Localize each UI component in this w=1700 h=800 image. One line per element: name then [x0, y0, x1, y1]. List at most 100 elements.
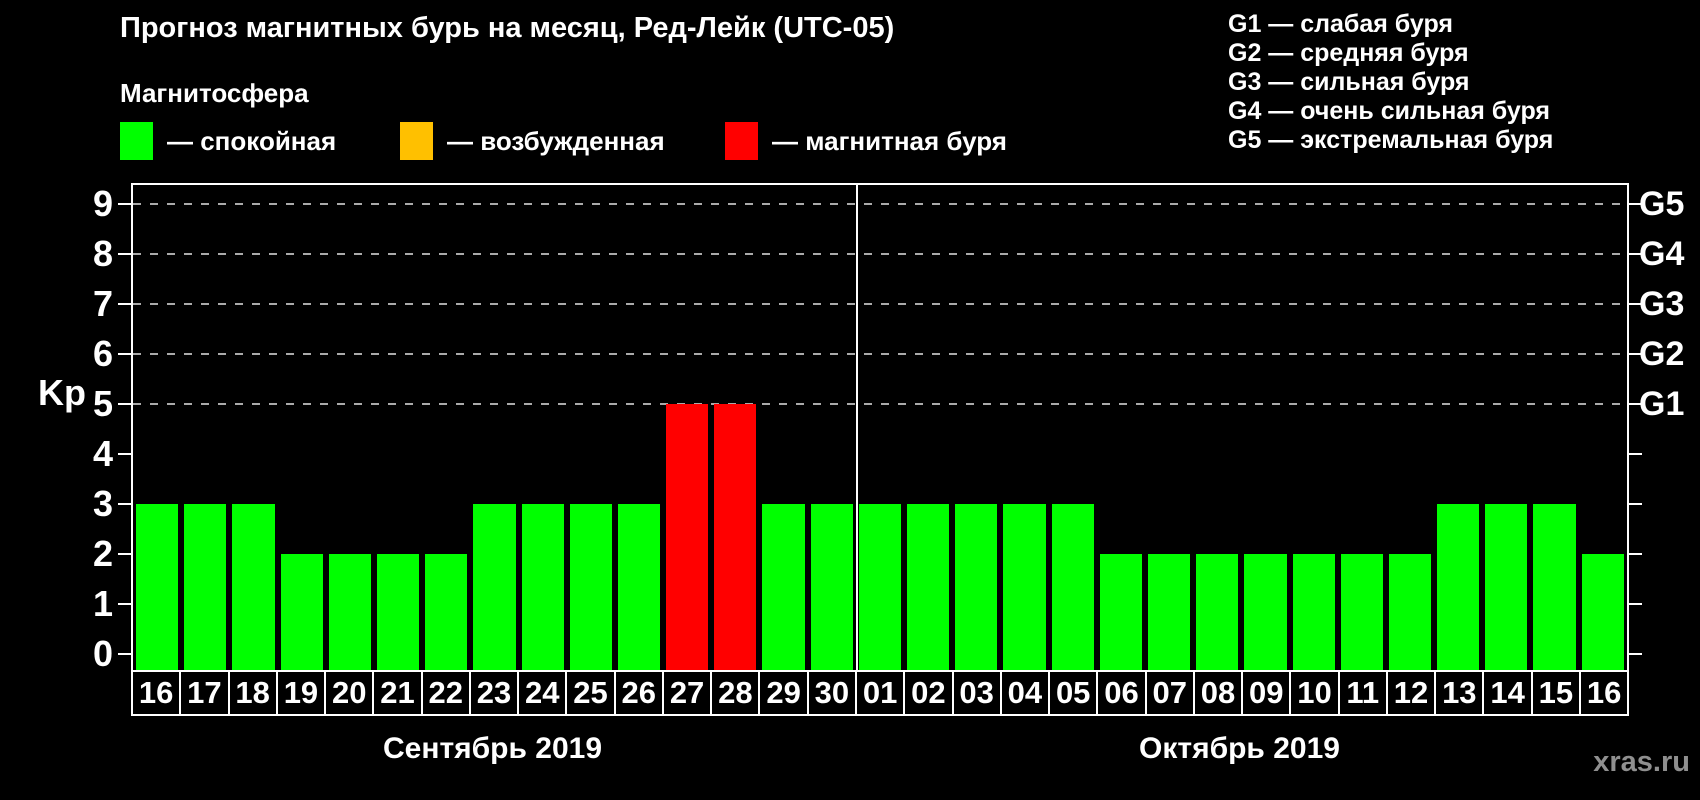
left-tick-kp-0 — [118, 653, 131, 655]
kp-bar-month2-day-12 — [1388, 554, 1432, 670]
date-label-month1-day-20: 20 — [324, 670, 375, 716]
date-label-month1-day-18: 18 — [227, 670, 278, 716]
right-tick-kp-1 — [1629, 603, 1642, 605]
kp-bar-month1-day-21 — [376, 554, 420, 670]
right-tick-kp-6 — [1629, 353, 1642, 355]
bar-slot — [374, 185, 422, 670]
legend-swatch-excited — [400, 122, 433, 160]
bar-slot — [567, 185, 615, 670]
kp-bar-month1-day-30 — [810, 504, 853, 670]
left-tick-kp-7 — [118, 303, 131, 305]
month-divider-line — [855, 185, 858, 670]
kp-bar-month2-day-16 — [1581, 554, 1624, 670]
kp-bar-month1-day-24 — [521, 504, 564, 670]
date-label-month2-day-11: 11 — [1337, 670, 1388, 716]
right-tick-kp-8 — [1629, 253, 1642, 255]
kp-bar-month1-day-27 — [666, 404, 709, 670]
bar-slot — [615, 185, 663, 670]
kp-bar-month2-day-15 — [1533, 504, 1576, 670]
legend-swatch-storm — [725, 122, 758, 160]
gridline-kp-6 — [133, 353, 1627, 355]
legend-heading: Магнитосфера — [120, 78, 309, 108]
bar-slot — [663, 185, 711, 670]
bars-container — [133, 185, 1627, 670]
date-label-month1-day-28: 28 — [710, 670, 761, 716]
y-tick-label-8: 8 — [92, 233, 113, 274]
date-label-month2-day-01: 01 — [854, 670, 906, 716]
kp-bar-month1-day-17 — [184, 504, 227, 670]
right-axis-label-g4: G4 — [1639, 235, 1685, 273]
bar-slot — [1386, 185, 1434, 670]
date-label-month2-day-14: 14 — [1482, 670, 1533, 716]
kp-bar-month2-day-06 — [1099, 554, 1142, 670]
bar-slot — [470, 185, 518, 670]
date-axis: 16 17 18 19 20 21 22 23 24 25 26 27 28 29 30 01 02 03 04 05… — [131, 670, 1630, 716]
date-label-month2-day-04: 04 — [999, 670, 1051, 716]
bar-slot — [1049, 185, 1097, 670]
watermark: xras.ru — [1593, 746, 1690, 778]
bar-slot — [326, 185, 374, 670]
month-label-september: Сентябрь 2019 — [382, 732, 603, 765]
y-tick-label-9: 9 — [92, 183, 113, 224]
bar-slot — [856, 185, 904, 670]
kp-bar-month2-day-03 — [955, 504, 998, 670]
date-label-month2-day-02: 02 — [903, 670, 954, 716]
gridline-kp-8 — [133, 253, 1627, 255]
kp-bar-month2-day-02 — [907, 504, 950, 670]
storm-scale-item-g3: G3 — сильная буря — [1228, 68, 1470, 96]
left-tick-kp-8 — [118, 253, 131, 255]
date-label-month2-day-13: 13 — [1434, 670, 1485, 716]
date-label-month1-day-19: 19 — [275, 670, 327, 716]
bar-slot — [1145, 185, 1193, 670]
bar-slot — [1241, 185, 1289, 670]
right-tick-kp-4 — [1629, 453, 1642, 455]
kp-bar-month2-day-13 — [1437, 504, 1480, 670]
bar-slot — [133, 185, 181, 670]
legend-item-storm: — магнитная буря — [725, 122, 1007, 160]
date-label-month2-day-12: 12 — [1385, 670, 1437, 716]
right-axis-label-g2: G2 — [1639, 335, 1685, 373]
storm-scale-item-g4: G4 — очень сильная буря — [1228, 97, 1550, 125]
date-label-month2-day-10: 10 — [1289, 670, 1340, 716]
right-tick-kp-2 — [1629, 553, 1642, 555]
date-label-month1-day-16: 16 — [131, 670, 182, 716]
date-label-month1-day-25: 25 — [565, 670, 616, 716]
bar-slot — [1579, 185, 1627, 670]
month-label-october: Октябрь 2019 — [1139, 732, 1340, 765]
date-label-month2-day-09: 09 — [1241, 670, 1292, 716]
legend-label-storm: — магнитная буря — [772, 125, 1007, 156]
plot-area: 0 1 2 3 4 5 6 7 8 9 G1 G2 G3 G4 G5 — [93, 183, 1684, 672]
left-tick-kp-5 — [118, 403, 131, 405]
gridline-kp-5 — [133, 403, 1627, 405]
y-tick-label-5: 5 — [92, 383, 113, 424]
kp-bar-month1-day-25 — [569, 504, 612, 670]
storm-scale-item-g1: G1 — слабая буря — [1228, 10, 1454, 38]
date-label-month1-day-22: 22 — [420, 670, 471, 716]
kp-bar-month1-day-18 — [232, 504, 275, 670]
kp-bar-month1-day-26 — [617, 504, 661, 670]
date-label-month1-day-21: 21 — [372, 670, 423, 716]
kp-bar-month1-day-22 — [425, 554, 468, 670]
date-label-month2-day-15: 15 — [1530, 670, 1581, 716]
legend-item-quiet: — спокойная — [120, 122, 336, 160]
date-label-month1-day-30: 30 — [806, 670, 857, 716]
date-label-month2-day-03: 03 — [951, 670, 1002, 716]
bar-slot — [759, 185, 807, 670]
bar-slot — [1338, 185, 1386, 670]
bar-slot — [422, 185, 470, 670]
bar-slot — [278, 185, 326, 670]
left-tick-kp-9 — [118, 203, 131, 205]
right-tick-kp-3 — [1629, 503, 1642, 505]
date-label-month1-day-23: 23 — [468, 670, 520, 716]
storm-scale-item-g2: G2 — средняя буря — [1228, 39, 1469, 67]
kp-bar-month1-day-29 — [762, 504, 805, 670]
bar-slot — [711, 185, 759, 670]
right-tick-kp-0 — [1629, 653, 1642, 655]
date-label-month1-day-24: 24 — [517, 670, 568, 716]
chart-title: Прогноз магнитных бурь на месяц, Ред-Лей… — [120, 12, 895, 44]
kp-bar-month2-day-08 — [1196, 554, 1239, 670]
kp-bar-month2-day-14 — [1485, 504, 1528, 670]
bar-slot — [1290, 185, 1338, 670]
left-tick-kp-1 — [118, 603, 131, 605]
bar-slot — [181, 185, 229, 670]
